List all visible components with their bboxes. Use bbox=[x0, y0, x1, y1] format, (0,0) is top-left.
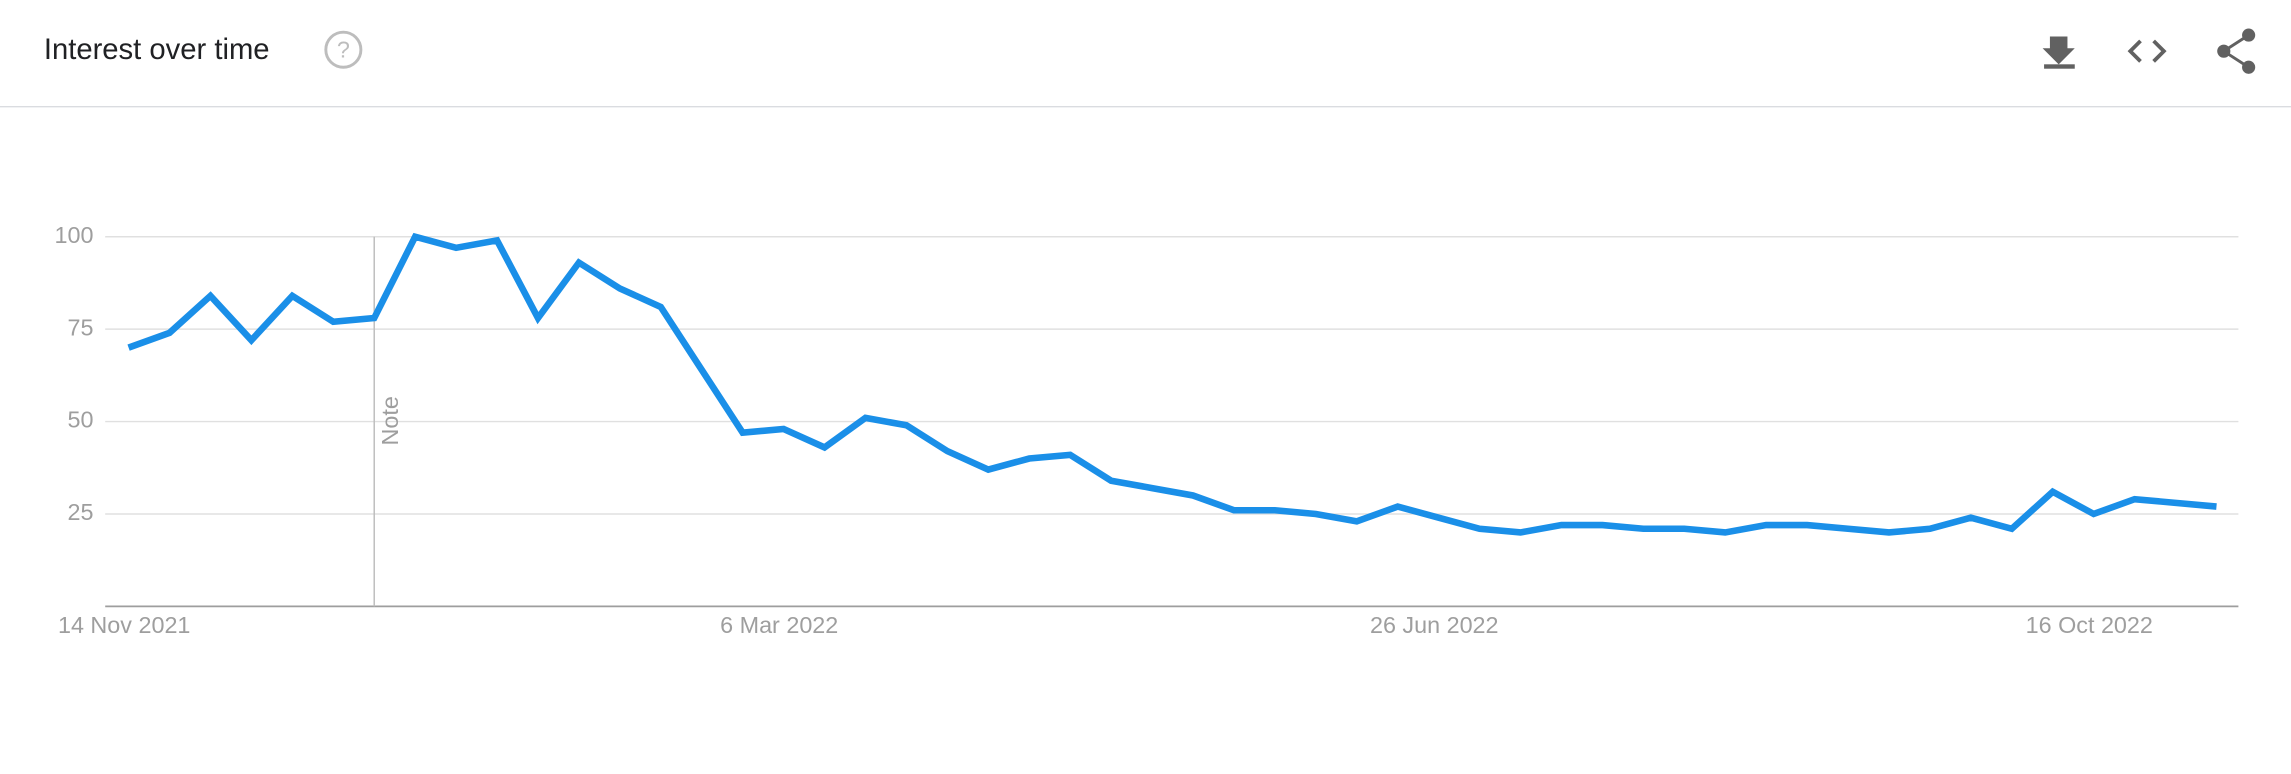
y-tick-label: 50 bbox=[68, 407, 94, 433]
x-tick-label: 6 Mar 2022 bbox=[720, 612, 838, 638]
x-tick-label: 16 Oct 2022 bbox=[2026, 612, 2153, 638]
y-tick-label: 100 bbox=[55, 222, 94, 248]
help-icon[interactable]: ? bbox=[324, 30, 363, 69]
y-tick-label: 25 bbox=[68, 499, 94, 525]
annotation-label: Note bbox=[377, 396, 403, 445]
download-button[interactable] bbox=[2042, 36, 2075, 69]
widget-title: Interest over time bbox=[44, 34, 270, 66]
svg-text:?: ? bbox=[337, 36, 350, 62]
line-series bbox=[127, 232, 2217, 536]
x-tick-label: 14 Nov 2021 bbox=[58, 612, 190, 638]
x-tick-label: 26 Jun 2022 bbox=[1370, 612, 1499, 638]
share-button[interactable] bbox=[2217, 28, 2256, 74]
y-tick-label: 75 bbox=[68, 314, 94, 340]
embed-button[interactable] bbox=[2127, 39, 2167, 63]
